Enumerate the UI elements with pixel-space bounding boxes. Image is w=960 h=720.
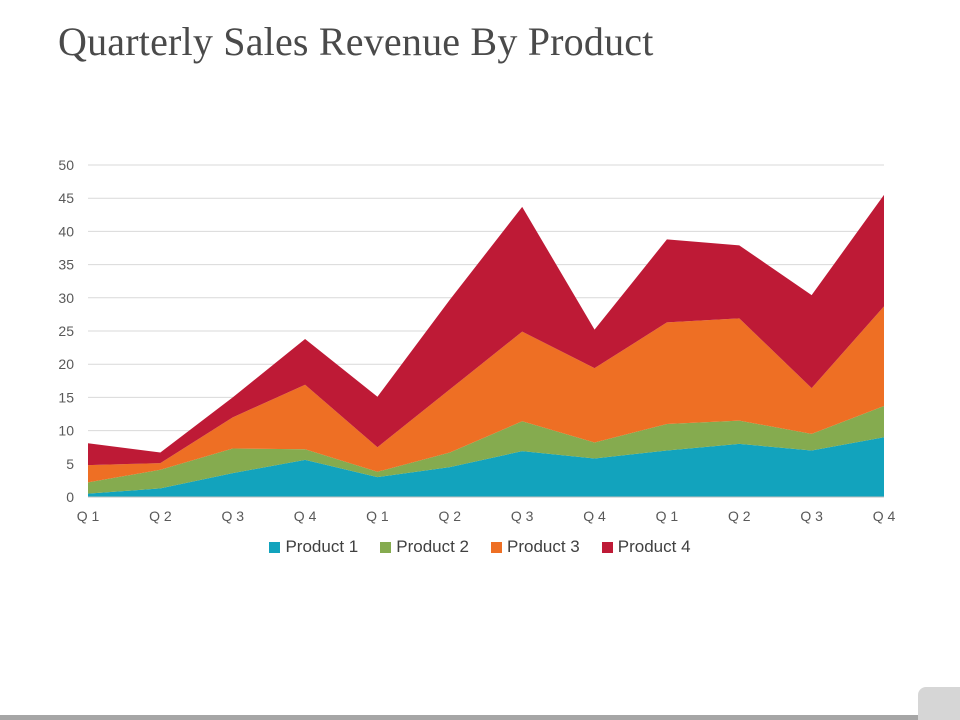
page-title: Quarterly Sales Revenue By Product — [58, 19, 654, 64]
x-tick-label: Q 4 — [583, 508, 606, 524]
legend-item-product-1: Product 1 — [269, 537, 358, 557]
legend-swatch — [380, 541, 392, 553]
y-tick-label: 20 — [58, 356, 74, 372]
x-tick-label: Q 4 — [873, 508, 896, 524]
slide-bottom-bar — [0, 715, 960, 720]
legend-item-product-2: Product 2 — [380, 537, 469, 557]
chart-legend: Product 1 Product 2 Product 3 Product 4 — [0, 537, 960, 557]
y-tick-label: 40 — [58, 223, 74, 239]
legend-swatch — [269, 541, 281, 553]
legend-swatch — [601, 541, 613, 553]
y-tick-label: 25 — [58, 323, 74, 339]
x-tick-label: Q 1 — [366, 508, 389, 524]
x-tick-label: Q 2 — [439, 508, 462, 524]
x-tick-label: Q 3 — [800, 508, 823, 524]
area-series — [88, 194, 884, 497]
x-tick-label: Q 1 — [656, 508, 679, 524]
x-tick-label: Q 2 — [149, 508, 172, 524]
legend-label: Product 1 — [285, 537, 359, 556]
y-tick-label: 30 — [58, 290, 74, 306]
y-tick-label: 5 — [66, 456, 74, 472]
y-tick-label: 0 — [66, 489, 74, 505]
x-tick-label: Q 3 — [221, 508, 244, 524]
area-product-3 — [88, 306, 884, 483]
legend-item-product-4: Product 4 — [601, 537, 691, 557]
y-tick-label: 10 — [58, 423, 74, 439]
area-product-1 — [88, 437, 884, 497]
x-tick-label: Q 1 — [77, 508, 100, 524]
area-product-2 — [88, 406, 884, 494]
y-tick-label: 45 — [58, 190, 74, 206]
x-tick-label: Q 3 — [511, 508, 534, 524]
y-tick-label: 50 — [58, 157, 74, 173]
area-product-4 — [88, 194, 884, 466]
slide-corner-tab — [918, 687, 960, 720]
x-tick-label: Q 2 — [728, 508, 751, 524]
legend-item-product-3: Product 3 — [491, 537, 580, 557]
legend-label: Product 3 — [507, 537, 580, 556]
axes: 0 5 10 15 20 25 30 35 40 45 50 Q 1 Q 2 Q 3 Q 4 Q 1 Q 2 Q … — [58, 157, 895, 524]
legend-label: Product 2 — [396, 537, 469, 556]
x-tick-label: Q 4 — [294, 508, 317, 524]
legend-swatch — [491, 541, 502, 553]
legend-label: Product 4 — [617, 537, 691, 556]
y-tick-label: 15 — [58, 389, 74, 405]
y-tick-label: 35 — [58, 257, 74, 273]
